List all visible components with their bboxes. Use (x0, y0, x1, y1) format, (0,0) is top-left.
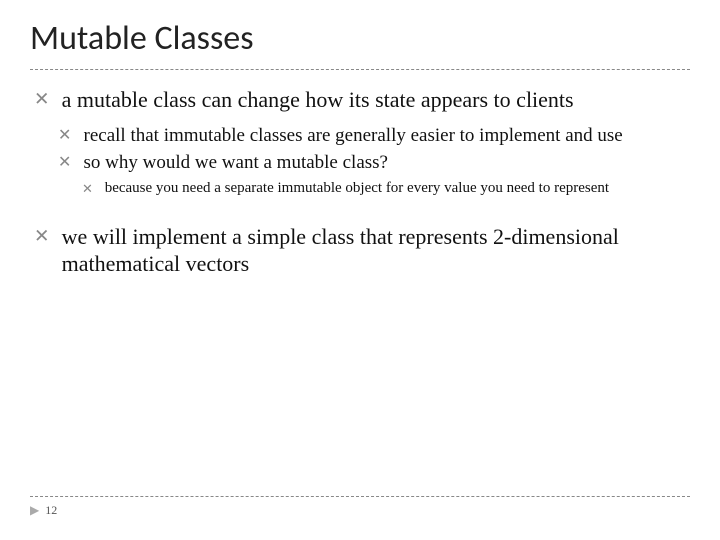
divider-top (30, 69, 690, 70)
page-number: 12 (45, 503, 57, 518)
bullet-marker-icon: ✕ (58, 124, 72, 148)
bullet-marker-icon: ✕ (82, 179, 93, 199)
slide-content: ✕ a mutable class can change how its sta… (30, 86, 690, 278)
footer-row: ▶ 12 (30, 503, 690, 518)
bullet-level3: ✕ because you need a separate immutable … (82, 179, 690, 199)
arrow-icon: ▶ (30, 503, 39, 518)
bullet-marker-icon: ✕ (34, 86, 50, 114)
slide-container: Mutable Classes ✕ a mutable class can ch… (0, 0, 720, 540)
slide-footer: ▶ 12 (30, 496, 690, 518)
bullet-text: because you need a separate immutable ob… (105, 179, 690, 199)
bullet-text: a mutable class can change how its state… (62, 86, 690, 114)
bullet-marker-icon: ✕ (58, 151, 72, 175)
bullet-level1: ✕ we will implement a simple class that … (34, 223, 690, 278)
bullet-text: we will implement a simple class that re… (62, 223, 690, 278)
spacer (34, 209, 690, 223)
bullet-level2: ✕ recall that immutable classes are gene… (58, 124, 690, 148)
divider-bottom (30, 496, 690, 497)
bullet-text: so why would we want a mutable class? (84, 151, 690, 175)
bullet-level2: ✕ so why would we want a mutable class? (58, 151, 690, 175)
bullet-level1: ✕ a mutable class can change how its sta… (34, 86, 690, 114)
slide-title: Mutable Classes (30, 18, 690, 59)
bullet-marker-icon: ✕ (34, 223, 50, 278)
bullet-text: recall that immutable classes are genera… (84, 124, 690, 148)
